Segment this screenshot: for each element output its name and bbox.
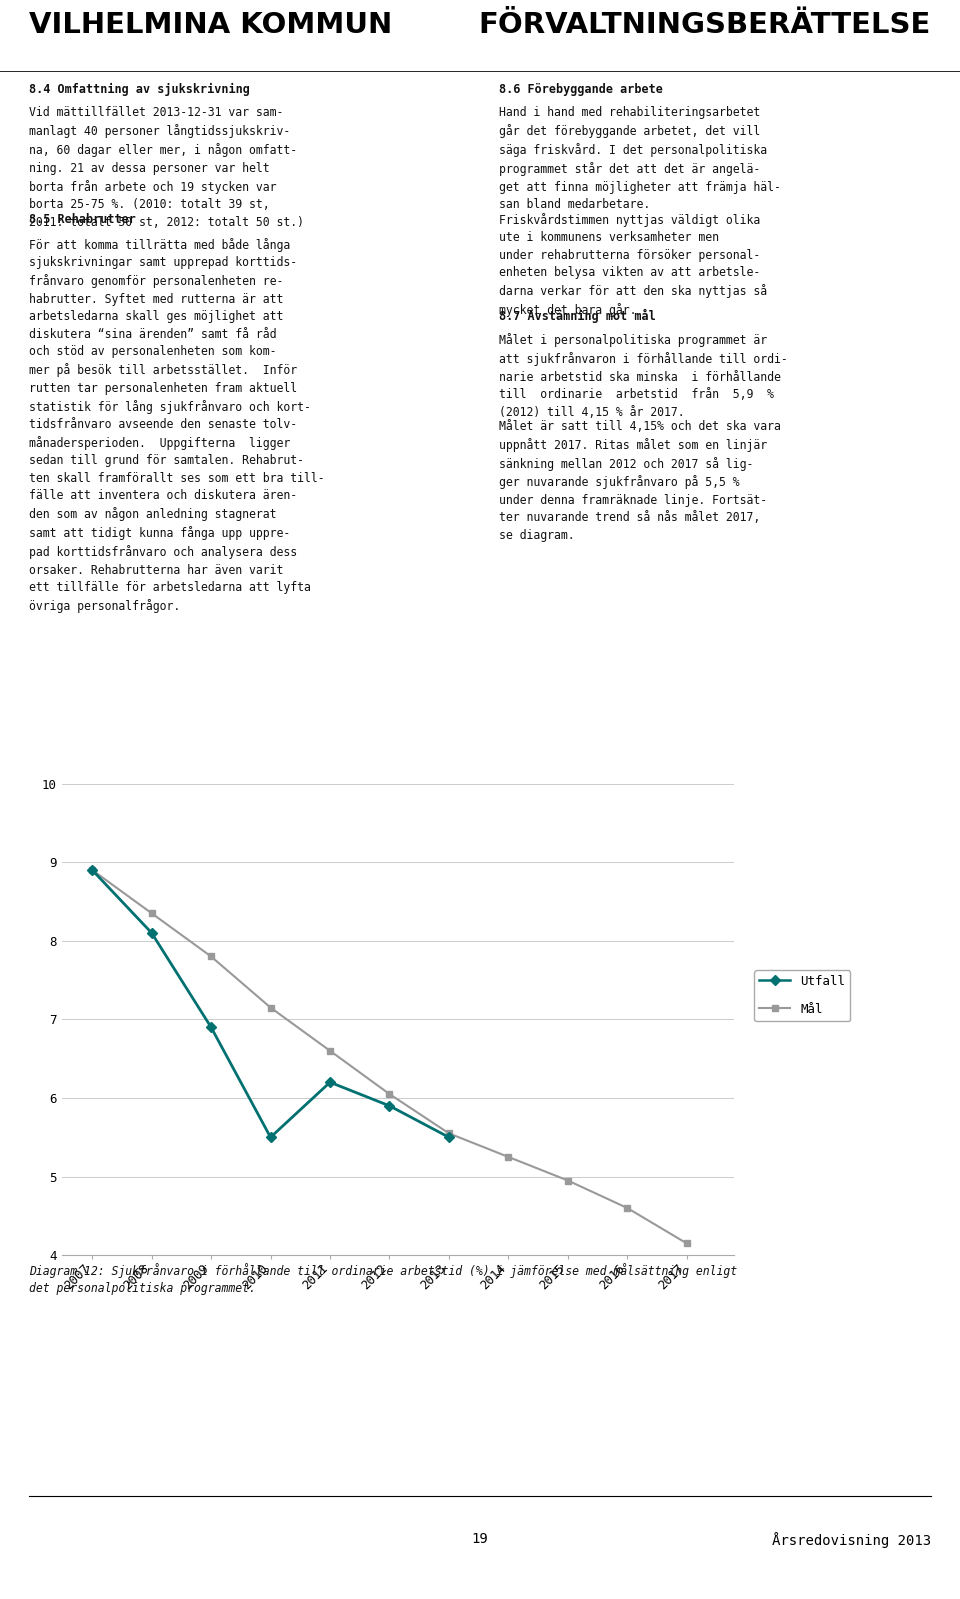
Text: 8.6 Förebyggande arbete: 8.6 Förebyggande arbete: [499, 83, 663, 96]
Text: 8.4 Omfattning av sjukskrivning: 8.4 Omfattning av sjukskrivning: [29, 83, 250, 96]
Text: FÖRVALTNINGSBERÄTTELSE: FÖRVALTNINGSBERÄTTELSE: [479, 11, 931, 38]
Text: Hand i hand med rehabiliteringsarbetet
går det förebyggande arbetet, det vill
sä: Hand i hand med rehabiliteringsarbetet g…: [499, 107, 781, 211]
Text: För att komma tillrätta med både långa
sjukskrivningar samt upprepad korttids-
f: För att komma tillrätta med både långa s…: [29, 238, 324, 612]
Text: Målet i personalpolitiska programmet är
att sjukfrånvaron i förhållande till ord: Målet i personalpolitiska programmet är …: [499, 334, 788, 419]
Text: Årsredovisning 2013: Årsredovisning 2013: [772, 1532, 931, 1548]
Text: VILHELMINA KOMMUN: VILHELMINA KOMMUN: [29, 11, 392, 38]
Text: Friskvårdstimmen nyttjas väldigt olika
ute i kommunens verksamheter men
under re: Friskvårdstimmen nyttjas väldigt olika u…: [499, 213, 767, 317]
Text: 19: 19: [471, 1532, 489, 1546]
Text: 8.7 Avstämning mot mål: 8.7 Avstämning mot mål: [499, 309, 656, 323]
Legend: Utfall, Mål: Utfall, Mål: [755, 971, 851, 1022]
Text: Målet är satt till 4,15% och det ska vara
uppnått 2017. Ritas målet som en linjä: Målet är satt till 4,15% och det ska var…: [499, 419, 781, 542]
Text: 8.5 Rehabrutter: 8.5 Rehabrutter: [29, 213, 135, 225]
Text: Diagram 12: Sjukfrånvaro i förhållande till ordinarie arbetstid (%) i jämförelse: Diagram 12: Sjukfrånvaro i förhållande t…: [29, 1263, 737, 1295]
Text: Vid mättillfället 2013-12-31 var sam-
manlagt 40 personer långtidssjukskriv-
na,: Vid mättillfället 2013-12-31 var sam- ma…: [29, 107, 303, 229]
